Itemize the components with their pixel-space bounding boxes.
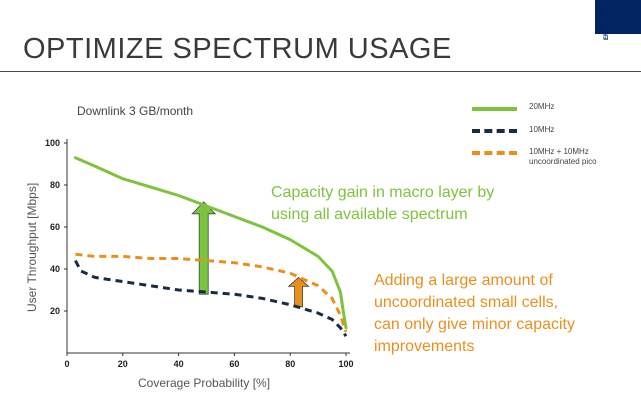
series-line-20mhz — [73, 156, 348, 330]
slide-title: OPTIMIZE SPECTRUM USAGE — [23, 33, 452, 65]
x-tick-label: 100 — [338, 359, 353, 369]
annotation-small-line1: Adding a large amount of — [374, 272, 553, 289]
legend-label-pico-line1: 10MHz + 10MHz — [529, 147, 589, 156]
x-axis-label: Coverage Probability [%] — [138, 376, 271, 390]
annotation-small-cells: Adding a large amount of uncoordinated s… — [374, 270, 634, 358]
annotation-macro-gain: Capacity gain in macro layer by using al… — [271, 182, 531, 226]
legend-label-pico: 10MHz + 10MHz uncoordinated pico — [529, 147, 597, 167]
capacity-gain-arrow — [191, 201, 217, 295]
title-divider — [0, 71, 641, 72]
annotation-small-line3: can only give minor capacity — [374, 316, 575, 333]
x-tick-label: 40 — [174, 359, 184, 369]
y-tick-label: 100 — [45, 138, 60, 148]
small-cell-gain-arrow — [287, 276, 310, 308]
ericsson-logo — [595, 0, 641, 34]
annotation-macro-line2: using all available spectrum — [271, 206, 468, 223]
x-tick-label: 20 — [118, 359, 128, 369]
legend-label-20mhz: 20MHz — [529, 102, 555, 111]
legend-label-10mhz: 10MHz — [529, 125, 555, 134]
legend-swatch-10mhz — [472, 129, 517, 133]
legend-swatch-20mhz — [472, 107, 517, 111]
annotation-macro-line1: Capacity gain in macro layer by — [271, 184, 495, 201]
legend-swatch-pico — [472, 151, 517, 155]
series-line-pico — [75, 252, 348, 333]
chart-subtitle: Downlink 3 GB/month — [77, 104, 194, 118]
y-tick-label: 60 — [50, 222, 60, 232]
y-tick-label: 80 — [50, 180, 60, 190]
series-line-10mhz — [74, 259, 348, 338]
x-tick-label: 80 — [285, 359, 295, 369]
x-tick-label: 60 — [229, 359, 239, 369]
y-tick-label: 20 — [50, 306, 60, 316]
y-tick-label: 40 — [50, 264, 60, 274]
legend-label-pico-line2: uncoordinated pico — [529, 157, 597, 166]
annotation-small-line2: uncoordinated small cells, — [374, 294, 559, 311]
annotation-small-line4: improvements — [374, 338, 475, 355]
x-tick-label: 0 — [64, 359, 69, 369]
